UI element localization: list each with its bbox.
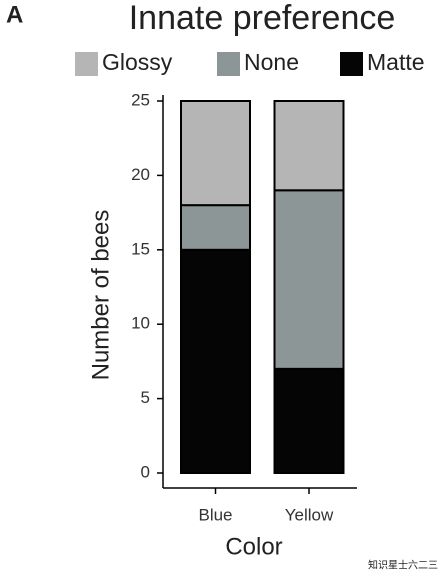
- y-tick-label: 0: [141, 462, 150, 481]
- legend-swatch: [340, 52, 363, 76]
- bar-segment: [180, 204, 251, 251]
- watermark: 知识星士六二三: [368, 559, 438, 572]
- bar-segment: [180, 100, 251, 207]
- y-tick-label: 25: [131, 90, 150, 109]
- x-tick-label: Blue: [198, 505, 232, 524]
- y-tick-label: 20: [131, 165, 150, 184]
- bar-segment: [273, 100, 345, 192]
- x-tick-label: Yellow: [285, 505, 334, 524]
- legend-label: None: [244, 49, 299, 75]
- bar-segment: [273, 367, 345, 474]
- y-axis-label: Number of bees: [87, 210, 114, 381]
- y-tick-label: 10: [131, 314, 150, 333]
- y-tick-label: 5: [141, 388, 150, 407]
- legend-label: Matte: [367, 49, 425, 75]
- legend-label: Glossy: [102, 49, 173, 75]
- chart-title: Innate preference: [129, 0, 396, 37]
- y-tick-label: 15: [131, 239, 150, 258]
- panel-label: A: [6, 1, 23, 28]
- legend-swatch: [75, 52, 98, 76]
- x-axis-label: Color: [225, 533, 282, 560]
- bar-segment: [273, 189, 345, 370]
- legend-swatch: [217, 52, 240, 76]
- bar-segment: [180, 248, 251, 474]
